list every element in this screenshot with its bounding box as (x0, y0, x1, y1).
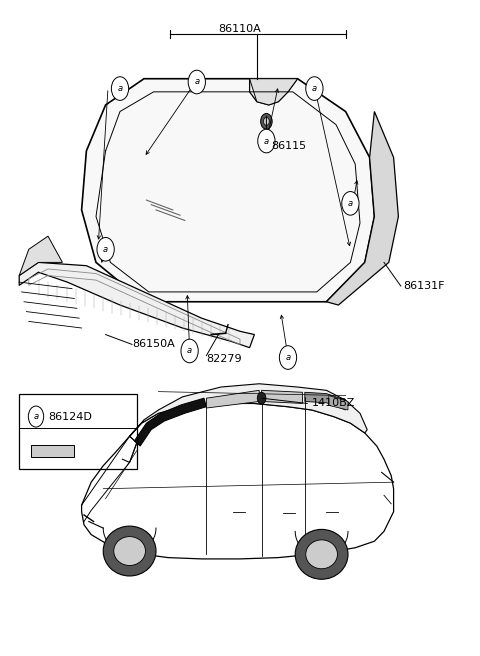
Circle shape (111, 77, 129, 100)
Polygon shape (31, 445, 74, 457)
Text: a: a (118, 84, 122, 93)
Text: a: a (34, 412, 38, 421)
Polygon shape (19, 236, 62, 276)
Text: a: a (286, 353, 290, 362)
Circle shape (188, 70, 205, 94)
Ellipse shape (306, 540, 337, 569)
Polygon shape (82, 403, 394, 559)
Text: a: a (348, 199, 353, 208)
Polygon shape (82, 79, 374, 302)
Text: 86110A: 86110A (218, 24, 262, 34)
Text: a: a (187, 346, 192, 356)
Text: 82279: 82279 (206, 354, 242, 365)
Circle shape (257, 392, 266, 404)
Circle shape (261, 113, 272, 129)
Circle shape (258, 129, 275, 153)
Circle shape (264, 117, 269, 125)
Text: a: a (103, 245, 108, 254)
Text: a: a (312, 84, 317, 93)
Circle shape (97, 237, 114, 261)
Text: a: a (264, 136, 269, 146)
Polygon shape (206, 390, 259, 408)
Circle shape (279, 346, 297, 369)
Polygon shape (134, 398, 206, 446)
Circle shape (342, 192, 359, 215)
Text: 86150A: 86150A (132, 339, 175, 350)
Circle shape (28, 406, 44, 427)
Text: a: a (194, 77, 199, 87)
Ellipse shape (295, 529, 348, 579)
Polygon shape (262, 390, 302, 403)
Polygon shape (329, 396, 348, 410)
Text: 86115: 86115 (271, 140, 306, 151)
Ellipse shape (103, 526, 156, 576)
Ellipse shape (114, 537, 145, 565)
Polygon shape (130, 384, 367, 436)
Text: 86124D: 86124D (48, 411, 92, 422)
Text: 86131F: 86131F (403, 281, 444, 291)
Polygon shape (305, 392, 346, 410)
Bar (19, 394, 137, 469)
Text: 1410BZ: 1410BZ (312, 398, 355, 409)
Polygon shape (19, 262, 254, 348)
Polygon shape (250, 79, 298, 105)
Circle shape (306, 77, 323, 100)
Circle shape (181, 339, 198, 363)
Polygon shape (326, 112, 398, 305)
